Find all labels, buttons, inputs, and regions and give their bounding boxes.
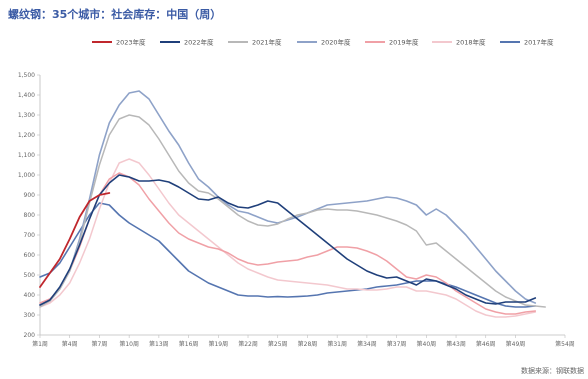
series-line-2018年度 xyxy=(39,158,537,318)
legend-label: 2017年度 xyxy=(524,38,554,47)
series-line-2022年度 xyxy=(39,174,537,306)
y-tick-label: 700 xyxy=(24,232,36,239)
y-tick-label: 500 xyxy=(24,272,36,279)
legend: 2023年度 2022年度 2021年度 2020年度 2019年度 2018年度 2017… xyxy=(92,38,554,47)
x-tick-label: 第43周 xyxy=(446,340,466,348)
y-tick-label: 1,100 xyxy=(18,152,35,159)
x-tick-label: 第54周 xyxy=(555,340,575,348)
y-tick-label: 200 xyxy=(24,332,36,339)
y-tick-label: 1,400 xyxy=(18,92,35,99)
x-tick-label: 第19周 xyxy=(208,340,228,348)
y-tick-label: 300 xyxy=(24,312,36,319)
series-line-2021年度 xyxy=(39,114,546,308)
legend-label: 2018年度 xyxy=(456,38,486,47)
x-tick-label: 第7周 xyxy=(92,340,108,348)
chart-title: 螺纹钢：35个城市：社会库存：中国（周） xyxy=(8,8,222,21)
series-line-2017年度 xyxy=(39,202,537,308)
x-tick-label: 第25周 xyxy=(268,340,288,348)
x-tick-label: 第4周 xyxy=(62,340,78,348)
x-tick-label: 第28周 xyxy=(298,340,318,348)
y-tick-label: 1,000 xyxy=(18,172,35,179)
x-tick-label: 第1周 xyxy=(32,340,48,348)
y-tick-label: 1,200 xyxy=(18,132,35,139)
axes: 200 300 400 500 600 700 800 900 1,000 1,100 1,200 1… xyxy=(18,72,575,348)
legend-label: 2020年度 xyxy=(321,38,351,47)
source-note: 数据来源：钢联数据 xyxy=(521,367,584,375)
x-tick-label: 第49周 xyxy=(506,340,526,348)
y-tick-label: 800 xyxy=(24,212,36,219)
series-line-2023年度 xyxy=(39,192,111,288)
series-group xyxy=(39,90,546,318)
x-tick-label: 第40周 xyxy=(417,340,437,348)
legend-label: 2019年度 xyxy=(389,38,419,47)
y-tick-label: 600 xyxy=(24,252,36,259)
x-tick-label: 第34周 xyxy=(357,340,377,348)
y-tick-label: 400 xyxy=(24,292,36,299)
legend-label: 2021年度 xyxy=(252,38,282,47)
y-tick-label: 1,300 xyxy=(18,112,35,119)
x-tick-label: 第37周 xyxy=(387,340,407,348)
x-tick-label: 第16周 xyxy=(179,340,199,348)
y-tick-label: 900 xyxy=(24,192,36,199)
y-tick-label: 1,500 xyxy=(18,72,35,79)
legend-label: 2022年度 xyxy=(184,38,214,47)
legend-label: 2023年度 xyxy=(116,38,146,47)
x-tick-label: 第13周 xyxy=(149,340,169,348)
x-tick-label: 第31周 xyxy=(327,340,347,348)
x-tick-label: 第10周 xyxy=(119,340,139,348)
series-line-2020年度 xyxy=(39,90,537,306)
x-tick-label: 第22周 xyxy=(238,340,258,348)
x-tick-label: 第46周 xyxy=(476,340,496,348)
